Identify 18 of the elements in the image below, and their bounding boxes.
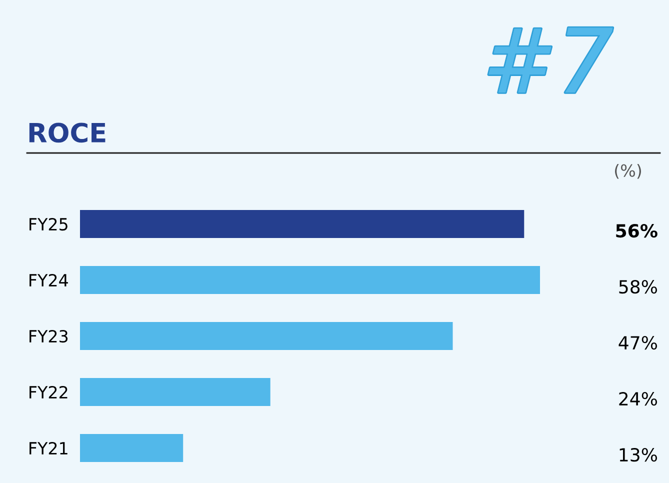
bar: [80, 266, 540, 294]
chart-title: ROCE: [29, 122, 106, 143]
data-label: 24%: [619, 392, 658, 406]
data-label: 58%: [619, 280, 658, 294]
text: (%): [615, 164, 641, 179]
y-tick-label: FY23: [30, 330, 68, 343]
y-tick-label: FY21: [30, 442, 68, 454]
data-label: 47%: [618, 336, 658, 350]
y-tick-label: FY22: [30, 386, 68, 398]
bar: [80, 434, 184, 462]
bar: [80, 378, 270, 406]
text: #7: [488, 28, 613, 93]
y-tick-label: FY24: [30, 274, 68, 286]
data-label: 13%: [620, 448, 658, 462]
bar: [80, 322, 453, 350]
data-label: 56%: [616, 224, 658, 238]
y-tick-label: FY25: [30, 218, 68, 231]
bar: [80, 210, 524, 238]
